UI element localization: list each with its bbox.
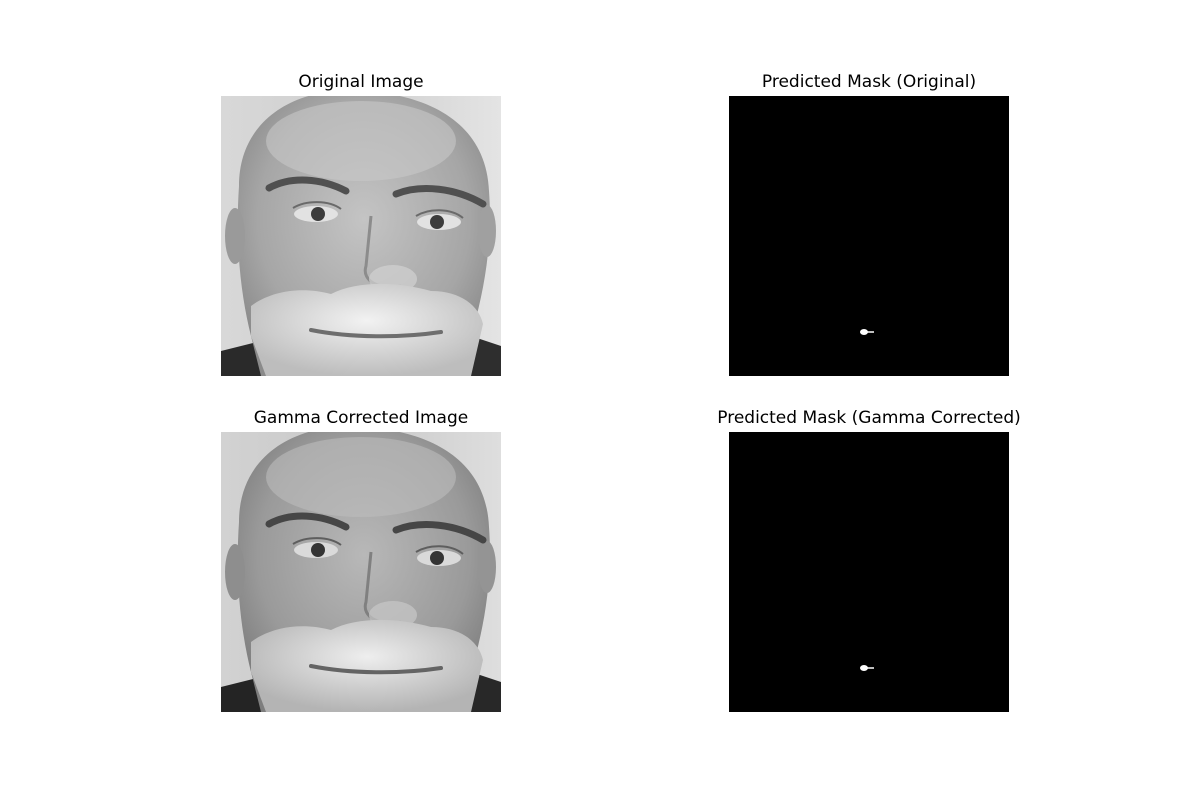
mask-gamma-image	[729, 432, 1009, 712]
panel-title-gamma: Gamma Corrected Image	[253, 408, 469, 428]
gamma-corrected-image	[221, 432, 501, 712]
panel-title-mask-original: Predicted Mask (Original)	[761, 72, 977, 92]
panel-title-original: Original Image	[298, 72, 424, 92]
original-image	[221, 96, 501, 376]
panel-title-mask-gamma: Predicted Mask (Gamma Corrected)	[717, 408, 1021, 428]
mask-original-image	[729, 96, 1009, 376]
